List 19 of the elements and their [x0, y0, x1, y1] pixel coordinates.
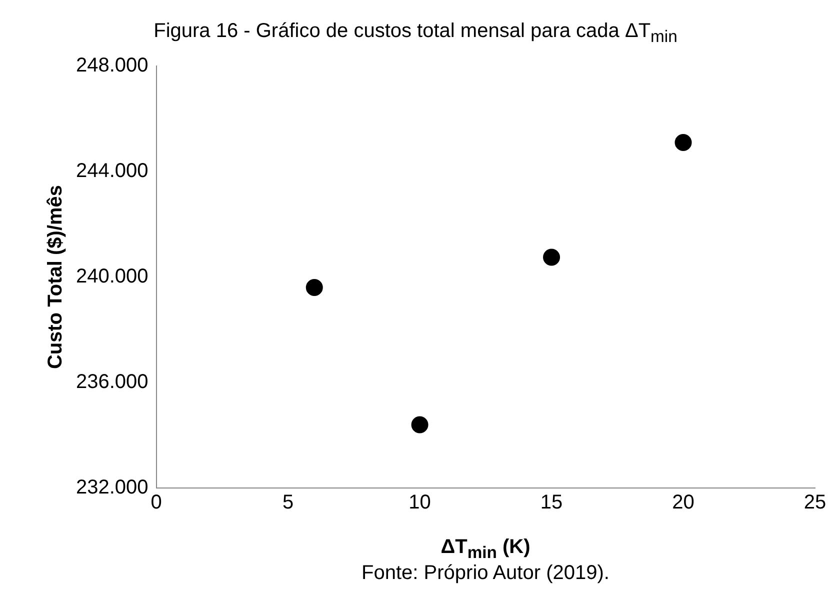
x-tick-label: 10: [408, 492, 431, 514]
chart-title: Figura 16 - Gráfico de custos total mensal para cada ΔT$_{min}$: [152, 20, 678, 47]
y-tick-label: 248.000: [76, 54, 148, 77]
x-tick-label: 25: [804, 492, 826, 514]
point: [674, 134, 692, 151]
y-tick-label: 240.000: [76, 266, 148, 288]
x-tick-label: 0: [150, 492, 162, 514]
source-note: Fonte: Próprio Autor (2019).: [360, 562, 610, 585]
point: [543, 248, 560, 266]
x-tick-label: 5: [282, 492, 294, 514]
x-axis-title: ΔT$_{min}$ (K): [440, 536, 532, 563]
x-tick-label: 15: [540, 492, 563, 514]
point: [306, 279, 323, 296]
x-tick-label: 20: [672, 492, 694, 514]
y-tick-label: 244.000: [76, 160, 148, 182]
point: [411, 416, 428, 434]
y-tick-label: 232.000: [76, 476, 148, 499]
y-tick-label: 236.000: [76, 371, 148, 394]
y-axis-title: Custo Total ($)/mês: [44, 184, 67, 370]
